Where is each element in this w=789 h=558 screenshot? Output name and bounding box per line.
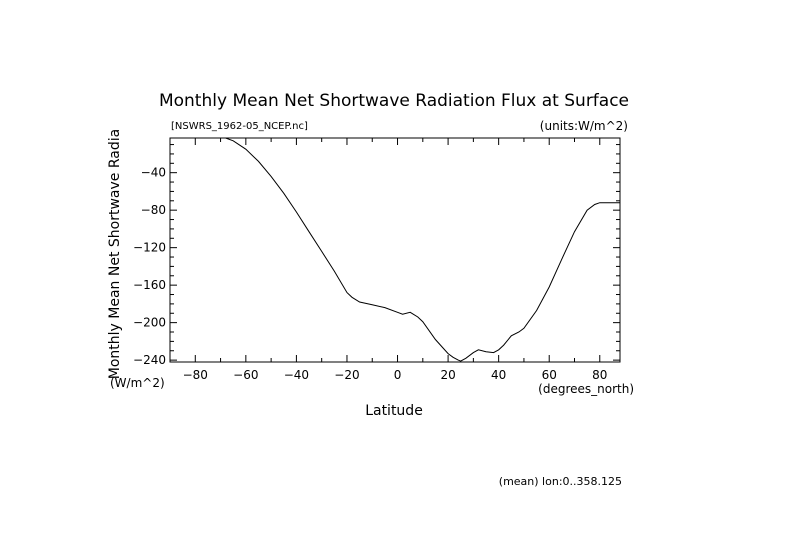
series-line — [215, 137, 620, 362]
y-tick-label: −80 — [141, 203, 166, 217]
y-tick-label: −240 — [133, 353, 166, 367]
x-tick-label: −40 — [284, 368, 309, 382]
file-label: [NSWRS_1962-05_NCEP.nc] — [171, 121, 308, 132]
x-tick-label: −60 — [233, 368, 258, 382]
x-tick-label: −80 — [183, 368, 208, 382]
x-axis-label: Latitude — [365, 403, 423, 419]
footnote: (mean) lon:0..358.125 — [499, 475, 622, 488]
y-tick-label: −200 — [133, 316, 166, 330]
units-label: (units:W/m^2) — [540, 119, 628, 133]
x-axis-ticks: −80 −60 −40 −20 0 20 40 60 80 — [169, 138, 607, 382]
y-tick-label: −120 — [133, 241, 166, 255]
x-tick-label: 80 — [592, 368, 607, 382]
plot-frame — [169, 137, 621, 363]
x-tick-label: 0 — [394, 368, 402, 382]
x-tick-label: 60 — [542, 368, 557, 382]
chart-title: Monthly Mean Net Shortwave Radiation Flu… — [159, 91, 629, 111]
y-axis-ticks: −40 −80 −120 −160 −200 −240 — [133, 144, 620, 367]
x-axis-units: (degrees_north) — [538, 382, 634, 396]
y-axis-label: Monthly Mean Net Shortwave Radia — [107, 129, 123, 379]
y-axis-units: (W/m^2) — [110, 376, 165, 390]
y-tick-label: −160 — [133, 278, 166, 292]
x-tick-label: −20 — [334, 368, 359, 382]
x-tick-label: 40 — [491, 368, 506, 382]
y-tick-label: −40 — [141, 166, 166, 180]
plot-border — [169, 137, 621, 363]
x-tick-label: 20 — [440, 368, 455, 382]
